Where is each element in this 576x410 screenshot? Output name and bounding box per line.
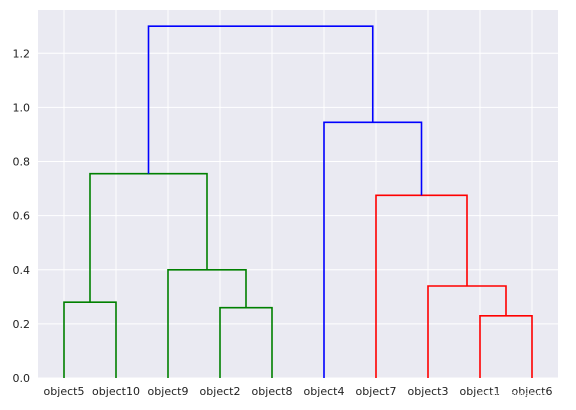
y-tick-label: 1.2 (13, 47, 31, 60)
leaf-label: object4 (304, 385, 345, 398)
leaf-label: object8 (252, 385, 293, 398)
leaf-label: object5 (44, 385, 85, 398)
dendrogram-link (479, 314, 533, 378)
y-tick-label: 1.0 (13, 101, 31, 114)
dendrogram-link (147, 25, 374, 174)
leaf-label: object9 (148, 385, 189, 398)
y-tick-label: 0.8 (13, 156, 31, 169)
y-tick-label: 0.0 (13, 372, 31, 385)
plot-background (38, 10, 558, 378)
leaf-label: object1 (460, 385, 501, 398)
y-axis-tick-labels: 0.0 0.2 0.4 0.6 0.8 1.0 1.2 (13, 47, 31, 385)
dendrogram-links (63, 25, 533, 378)
leaf-label: object3 (408, 385, 449, 398)
leaf-label: object6 (512, 385, 553, 398)
leaf-label: object2 (200, 385, 241, 398)
watermark-text: CSDN @weixin_...P (479, 391, 565, 401)
y-tick-label: 0.4 (13, 264, 31, 277)
leaf-label: object7 (356, 385, 397, 398)
x-axis-leaf-labels: object5 object10 object9 object2 object8 obje… (44, 385, 553, 398)
dendrogram-link (375, 194, 468, 378)
dendrogram-link (167, 268, 247, 378)
y-tick-label: 0.6 (13, 210, 31, 223)
y-tick-label: 0.2 (13, 318, 31, 331)
leaf-label: object10 (92, 385, 140, 398)
dendrogram-link (89, 172, 208, 303)
